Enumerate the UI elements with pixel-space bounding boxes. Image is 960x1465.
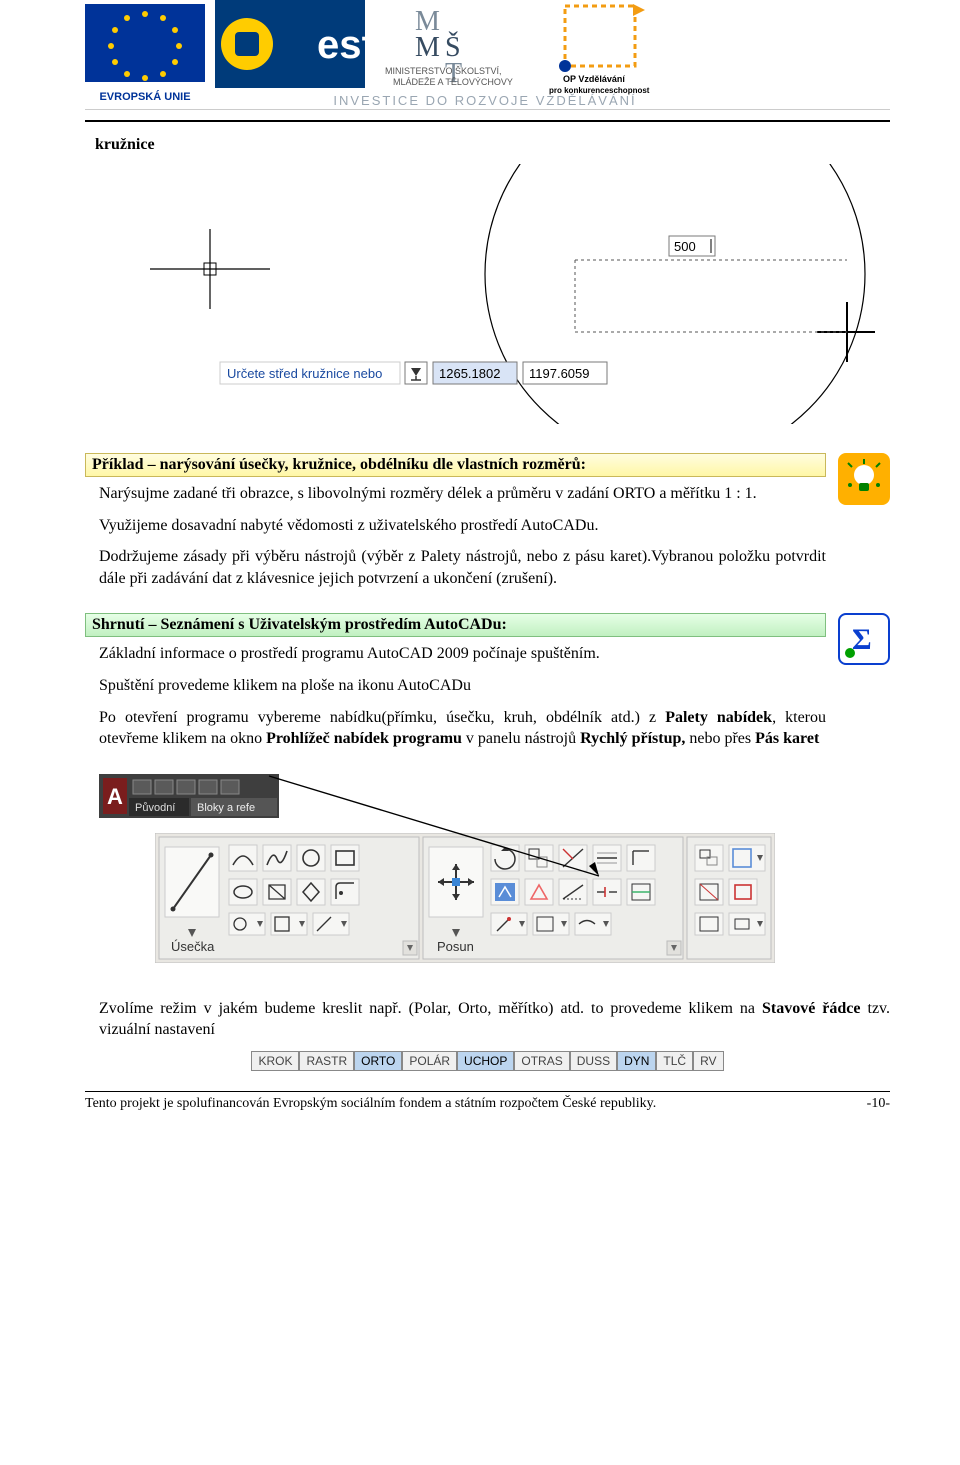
sigma-icon: Σ (838, 613, 890, 665)
status-bar: KROKRASTRORTOPOLÁRUCHOPOTRASDUSSDYNTLČRV (85, 1051, 890, 1071)
svg-text:MINISTERSTVO ŠKOLSTVÍ,: MINISTERSTVO ŠKOLSTVÍ, (385, 66, 502, 76)
footer: Tento projekt je spolufinancován Evropsk… (85, 1091, 890, 1112)
svg-text:1265.1802: 1265.1802 (439, 366, 500, 381)
header-logos: EVROPSKÁ UNIE esf M Š M T MINISTERSTVO Š… (85, 0, 890, 110)
lightbulb-icon (838, 453, 890, 505)
banner-text: INVESTICE DO ROZVOJE VZDĚLÁVÁNÍ (333, 93, 636, 106)
summary-p1: Základní informace o prostředí programu … (99, 643, 826, 665)
page-number: -10- (867, 1096, 890, 1112)
status-otras[interactable]: OTRAS (514, 1051, 569, 1071)
svg-text:A: A (107, 784, 123, 809)
svg-text:esf: esf (317, 23, 375, 67)
header-logos-svg: EVROPSKÁ UNIE esf M Š M T MINISTERSTVO Š… (85, 0, 885, 106)
status-uchop[interactable]: UCHOP (457, 1051, 514, 1071)
svg-text:OP Vzdělávání: OP Vzdělávání (563, 74, 625, 84)
header-rule (85, 120, 890, 122)
acad-menu-bar: A Původní Bloky a refe (99, 774, 890, 823)
status-rv[interactable]: RV (693, 1051, 723, 1071)
footer-text: Tento projekt je spolufinancován Evropsk… (85, 1096, 847, 1112)
svg-text:Posun: Posun (437, 939, 474, 954)
svg-text:M: M (415, 32, 440, 63)
summary-heading: Shrnutí – Seznámení s Uživatelským prost… (85, 613, 826, 637)
status-orto[interactable]: ORTO (354, 1051, 402, 1071)
summary-p2: Spuštění provedeme klikem na ploše na ik… (99, 675, 826, 697)
summary-p3: Po otevření programu vybereme nabídku(př… (99, 707, 826, 750)
status-dyn[interactable]: DYN (617, 1051, 656, 1071)
status-rastr[interactable]: RASTR (299, 1051, 354, 1071)
figure-circle (485, 164, 865, 424)
status-duss[interactable]: DUSS (570, 1051, 617, 1071)
example-p3: Dodržujeme zásady při výběru nástrojů (v… (99, 546, 826, 589)
example-p1: Narýsujme zadané tři obrazce, s libovoln… (99, 483, 826, 505)
bottom-p: Zvolíme režim v jakém budeme kreslit nap… (99, 998, 890, 1041)
svg-text:MLÁDEŽE A TĚLOVÝCHOVY: MLÁDEŽE A TĚLOVÝCHOVY (393, 77, 513, 87)
status-tlč[interactable]: TLČ (656, 1051, 693, 1071)
section-title: kružnice (95, 136, 890, 154)
eu-label: EVROPSKÁ UNIE (99, 90, 190, 103)
svg-text:Σ: Σ (852, 623, 872, 656)
status-polár[interactable]: POLÁR (402, 1051, 457, 1071)
cad-figure: 500 Určete střed kružnice nebo 1265.1802… (115, 164, 890, 429)
example-p2: Využijeme dosavadní nabyté vědomosti z u… (99, 515, 826, 537)
svg-text:1197.6059: 1197.6059 (529, 366, 590, 381)
status-krok[interactable]: KROK (251, 1051, 299, 1071)
svg-text:Úsečka: Úsečka (171, 939, 215, 954)
cad-prompt-text: Určete střed kružnice nebo (227, 366, 382, 381)
dim-input: 500 (674, 239, 696, 254)
example-heading: Příklad – narýsování úsečky, kružnice, o… (85, 453, 826, 477)
svg-text:Původní: Původní (135, 802, 175, 814)
